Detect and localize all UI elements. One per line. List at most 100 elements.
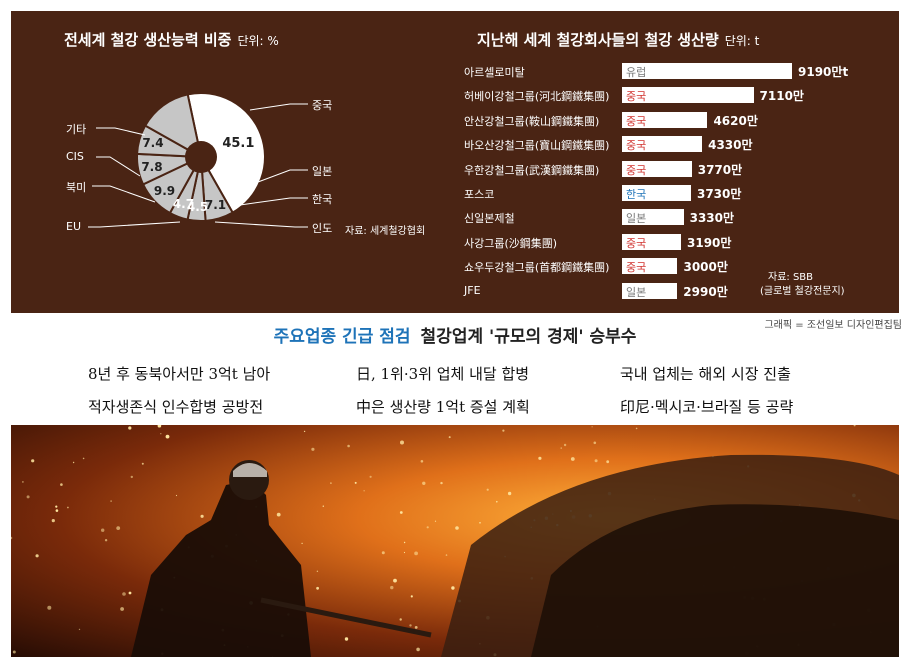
pie-label-7: 기타 bbox=[66, 123, 87, 136]
spark bbox=[399, 511, 403, 514]
pie-label-6: CIS bbox=[66, 150, 84, 163]
graphic-credit: 그래픽 = 조선일보 디자인편집팀 bbox=[764, 320, 902, 331]
spark bbox=[593, 441, 597, 445]
pie-title-text: 전세계 철강 생산능력 비중 bbox=[64, 31, 232, 49]
spark bbox=[165, 434, 170, 439]
bar-row: 쇼우두강철그룹(首都鋼鐵集團) 중국 3000만 bbox=[464, 256, 888, 276]
bar-value-label: 3770만 bbox=[697, 162, 743, 177]
spark bbox=[363, 490, 365, 492]
bar-value-label: 7110만 bbox=[759, 89, 804, 104]
spark bbox=[51, 519, 55, 523]
spark bbox=[128, 591, 132, 595]
spark bbox=[11, 536, 13, 540]
bar-category-label: 안산강철그룹(鞍山鋼鐵集團) bbox=[464, 114, 600, 128]
spark bbox=[434, 520, 437, 522]
spark bbox=[67, 506, 69, 509]
spark bbox=[502, 429, 505, 432]
spark bbox=[416, 647, 420, 652]
spark bbox=[128, 426, 132, 430]
bar-region-label: 중국 bbox=[626, 114, 647, 128]
pie-label-1: 일본 bbox=[312, 165, 333, 178]
spark bbox=[451, 586, 455, 590]
summary-point-4: 中은 생산량 1억t 증설 계획 bbox=[356, 398, 530, 416]
bar-unit: 단위: t bbox=[724, 34, 760, 48]
spark bbox=[55, 505, 58, 508]
bar-region-label: 유럽 bbox=[626, 66, 647, 79]
spark bbox=[104, 539, 108, 542]
bar-value-label: 3190만 bbox=[687, 235, 732, 250]
spark bbox=[303, 430, 306, 433]
spark bbox=[414, 626, 418, 629]
bar-category-label: JFE bbox=[464, 283, 481, 297]
spark bbox=[538, 456, 542, 460]
bar: 일본 bbox=[622, 209, 684, 226]
spark bbox=[635, 427, 638, 430]
bar: 중국 bbox=[622, 87, 754, 104]
bar-category-label: 아르셀로미탈 bbox=[464, 66, 525, 79]
spark bbox=[507, 491, 512, 496]
spark bbox=[445, 554, 448, 556]
bar-category-label: 쇼우두강철그룹(首都鋼鐵集團) bbox=[464, 261, 610, 275]
spark bbox=[414, 551, 418, 556]
spark bbox=[606, 460, 610, 464]
bar: 중국 bbox=[622, 136, 703, 153]
bar-region-label: 중국 bbox=[626, 236, 647, 250]
spark bbox=[591, 426, 593, 428]
summary-point-1: 8년 후 동북아서만 3억t 남아 bbox=[88, 365, 271, 383]
bar: 중국 bbox=[622, 160, 692, 177]
spark bbox=[422, 481, 426, 485]
spark bbox=[141, 462, 144, 465]
bar-row: 포스코 한국 3730만 bbox=[464, 183, 888, 203]
spark bbox=[594, 459, 598, 463]
spark bbox=[110, 500, 112, 502]
spark bbox=[12, 650, 16, 654]
spark bbox=[393, 578, 397, 583]
bar: 중국 bbox=[622, 111, 708, 128]
spark bbox=[853, 425, 856, 427]
spark bbox=[60, 483, 63, 486]
spark bbox=[400, 440, 404, 445]
spark bbox=[330, 482, 332, 484]
spark bbox=[410, 595, 413, 598]
spark bbox=[354, 481, 357, 484]
spark bbox=[301, 542, 303, 545]
steel-mill-photo bbox=[11, 425, 899, 657]
bar-row: 우한강철그룹(武漢鋼鐵集團) 중국 3770만 bbox=[464, 159, 888, 179]
bar-row: 사강그룹(沙鋼集團) 중국 3190만 bbox=[464, 232, 888, 252]
spark bbox=[175, 494, 178, 497]
spark bbox=[311, 447, 315, 451]
spark bbox=[101, 528, 105, 532]
pie-source: 자료: 세계철강협회 bbox=[345, 226, 426, 237]
bar: 유럽 bbox=[622, 63, 792, 79]
spark bbox=[130, 475, 133, 479]
bar-value-label: 3000만 bbox=[683, 260, 728, 275]
bar-region-label: 한국 bbox=[626, 188, 647, 201]
summary-point-5: 국내 업체는 해외 시장 진출 bbox=[620, 365, 791, 383]
bar-row: 바오산강철그룹(寶山鋼鐵集團) 중국 4330만 bbox=[464, 134, 888, 154]
spark bbox=[403, 551, 406, 554]
bar-source-1: 자료: SBB bbox=[768, 272, 814, 283]
pie-label-0: 중국 bbox=[312, 99, 333, 112]
spark bbox=[448, 436, 451, 439]
bar-region-label: 중국 bbox=[626, 261, 647, 275]
bar-region-label: 중국 bbox=[626, 139, 647, 153]
bar: 한국 bbox=[622, 185, 691, 201]
bar-title-text: 지난해 세계 철강회사들의 철강 생산량 bbox=[477, 31, 719, 49]
pie-label-3: 인도 bbox=[312, 222, 333, 235]
spark bbox=[570, 457, 575, 461]
spark bbox=[200, 514, 204, 518]
bar-value-label: 3730만 bbox=[696, 187, 742, 201]
spark bbox=[322, 505, 324, 507]
bar-category-label: 신일본제철 bbox=[464, 212, 515, 226]
bar-category-label: 허베이강철그룹(河北鋼鐵集團) bbox=[464, 90, 610, 104]
bar-row: 아르셀로미탈 유럽 9190만t bbox=[464, 61, 888, 81]
spark bbox=[409, 624, 412, 627]
spark bbox=[72, 461, 75, 464]
spark bbox=[35, 554, 39, 558]
spark bbox=[403, 541, 406, 544]
bar-value-label: 3330만 bbox=[689, 211, 735, 226]
pie-chart-title: 전세계 철강 생산능력 비중 단위: % bbox=[64, 29, 279, 50]
spark bbox=[82, 457, 85, 460]
spark bbox=[316, 586, 319, 590]
spark bbox=[120, 607, 124, 611]
